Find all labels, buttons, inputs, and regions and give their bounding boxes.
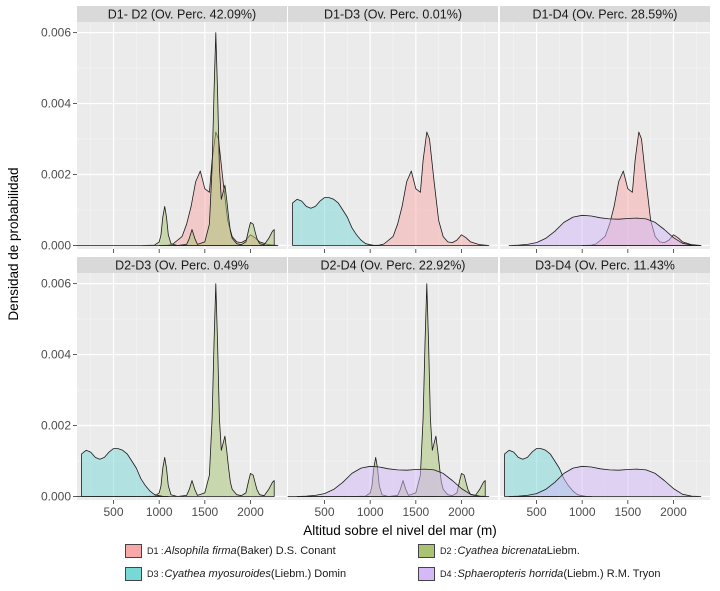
legend-swatch-d3 (125, 567, 142, 581)
facet-title: D2-D3 (Ov. Perc. 0.49% (115, 259, 249, 273)
density-area-d2 (76, 32, 275, 246)
facet-strip (288, 6, 498, 22)
facet-title: D1-D3 (Ov. Perc. 0.01%) (324, 8, 462, 22)
y-tick-label: 0.000 (41, 238, 71, 252)
facet-strip (288, 257, 498, 273)
facet-title: D1-D4 (Ov. Perc. 28.59%) (533, 8, 678, 22)
y-tick-label: 0.004 (41, 348, 71, 362)
legend-code-d3: D3 : (147, 569, 164, 579)
legend-code-d4: D4 : (440, 569, 457, 579)
facet-strip (77, 6, 287, 22)
density-area-d2 (76, 283, 275, 497)
y-tick-label: 0.004 (41, 97, 71, 111)
legend-code-d2: D2 : (440, 546, 457, 556)
density-area-d1 (369, 131, 490, 246)
x-tick-label: 2000 (448, 505, 475, 519)
x-tick-label: 2000 (660, 505, 687, 519)
y-tick-label: 0.006 (41, 277, 71, 291)
legend-swatch-d1 (125, 544, 142, 558)
x-tick-label: 500 (315, 505, 335, 519)
legend-item-d1: D1 : Alsophila firma (Baker) D.S. Conant (125, 544, 336, 558)
legend-item-d4: D4 : Sphaeropteris horrida (Liebm.) R.M.… (418, 567, 661, 581)
legend-item-d3: D3 : Cyathea myosuroides (Liebm.) Domin (125, 567, 346, 581)
density-area-d4 (508, 214, 702, 246)
x-tick-label: 500 (104, 505, 124, 519)
facet-title: D2-D4 (Ov. Perc. 22.92%) (321, 259, 466, 273)
x-tick-label: 1500 (614, 505, 641, 519)
legend-swatch-d2 (418, 544, 435, 558)
y-tick-label: 0.002 (41, 419, 71, 433)
facet-panel-2: D1-D3 (Ov. Perc. 0.01%) (288, 6, 498, 253)
x-tick-label: 2000 (237, 505, 264, 519)
legend-authority-d1: (Baker) D.S. Conant (236, 545, 336, 557)
density-area-d4 (508, 465, 702, 497)
legend: D1 : Alsophila firma (Baker) D.S. Conant… (125, 543, 715, 589)
x-tick-label: 1000 (357, 505, 384, 519)
legend-species-d2: Cyathea bicrenata (457, 545, 547, 557)
y-tick-label: 0.006 (41, 26, 71, 40)
facet-panel-5: D2-D4 (Ov. Perc. 22.92%) 500 1000 1500 2000 (287, 257, 498, 519)
y-tick-label: 0.002 (41, 168, 71, 182)
legend-species-d3: Cyathea myosuroides (164, 568, 271, 580)
facet-panel-3: D1-D4 (Ov. Perc. 28.59%) (500, 6, 710, 253)
x-tick-label: 1500 (402, 505, 429, 519)
facet-panel-1: D1- D2 (Ov. Perc. 42.09%) 0.000 0.002 0.004… (41, 6, 287, 253)
legend-code-d1: D1 : (147, 546, 164, 556)
legend-swatch-d4 (418, 567, 435, 581)
legend-authority-d3: (Liebm.) Domin (270, 568, 347, 580)
y-axis-title: Densidad de probabilidad (6, 167, 21, 320)
legend-species-d1: Alsophila firma (164, 545, 237, 557)
facet-panel-4: D2-D3 (Ov. Perc. 0.49% 500 1000 1500 2000 0.0… (41, 257, 287, 519)
legend-authority-d4: (Liebm.) R.M. Tryon (563, 568, 661, 580)
legend-authority-d2: Liebm. (546, 545, 580, 557)
x-tick-label: 1000 (569, 505, 596, 519)
facet-strip (77, 257, 287, 273)
density-area-d3 (81, 448, 169, 497)
x-tick-label: 500 (527, 505, 547, 519)
density-area-d3 (292, 197, 380, 246)
facet-strip (500, 6, 710, 22)
facet-panel-6: D3-D4 (Ov. Perc. 11.43% 500 1000 1500 2000 (500, 257, 710, 519)
facet-title: D1- D2 (Ov. Perc. 42.09%) (108, 8, 256, 22)
x-axis-title: Altitud sobre el nivel del mar (m) (303, 523, 497, 538)
x-tick-label: 1500 (191, 505, 218, 519)
y-tick-label: 0.000 (41, 489, 71, 503)
density-area-d4 (296, 465, 490, 497)
facet-title: D3-D4 (Ov. Perc. 11.43% (535, 259, 675, 273)
legend-species-d4: Sphaeropteris horrida (457, 568, 564, 580)
facet-strip (500, 257, 710, 273)
legend-item-d2: D2 : Cyathea bicrenata Liebm. (418, 544, 580, 558)
x-tick-label: 1000 (146, 505, 173, 519)
